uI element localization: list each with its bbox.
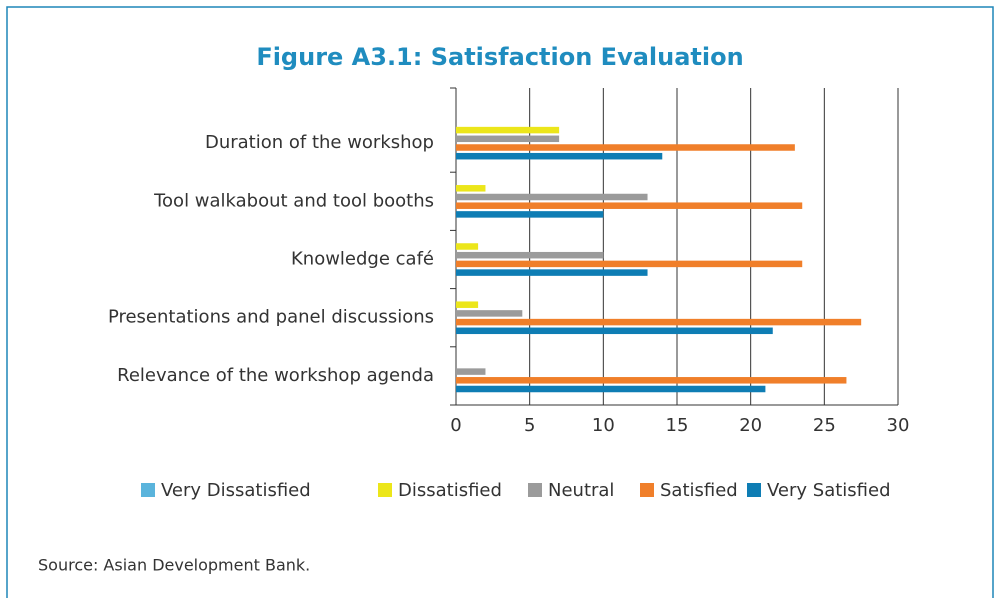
legend-label: Very Dissatisfied [161,480,311,501]
bar [456,327,773,335]
bar [456,126,560,134]
legend-swatch [747,483,761,497]
x-tick-label: 5 [524,415,535,436]
y-tick-label: Knowledge café [291,249,434,270]
bar [456,144,795,151]
legend-swatch [640,483,654,497]
x-tick-label: 30 [887,415,910,436]
legend-swatch [528,483,542,497]
bar [456,193,648,201]
bar [456,152,663,160]
legend-label: Satisfied [660,480,738,501]
bar [456,243,479,250]
y-tick-label: Relevance of the workshop agenda [117,365,434,386]
bar [456,310,523,317]
bar [456,385,766,393]
legend-label: Dissatisfied [398,480,502,501]
x-tick-label: 15 [666,415,689,436]
bar [456,135,560,143]
x-tick-label: 20 [739,415,762,436]
x-tick-label: 25 [813,415,836,436]
y-tick-label: Duration of the workshop [205,132,434,153]
bar [456,202,803,209]
bar [456,301,479,308]
bar [456,211,604,218]
legend-label: Very Satisfied [767,480,891,501]
bar [456,260,803,268]
legend-swatch [378,483,392,497]
bar [456,251,604,259]
source-note: Source: Asian Development Bank. [38,556,310,575]
y-tick-label: Presentations and panel discussions [108,307,434,328]
y-tick-label: Tool walkabout and tool booths [153,190,434,211]
bar [456,377,847,384]
x-tick-label: 0 [450,415,461,436]
x-tick-label: 10 [592,415,615,436]
legend-swatch [141,483,155,497]
bar [456,269,648,276]
frame [6,6,994,598]
bar [456,368,486,375]
bar [456,318,862,326]
legend-label: Neutral [548,480,614,501]
bar [456,185,486,192]
chart-title: Figure A3.1: Satisfaction Evaluation [256,43,743,71]
